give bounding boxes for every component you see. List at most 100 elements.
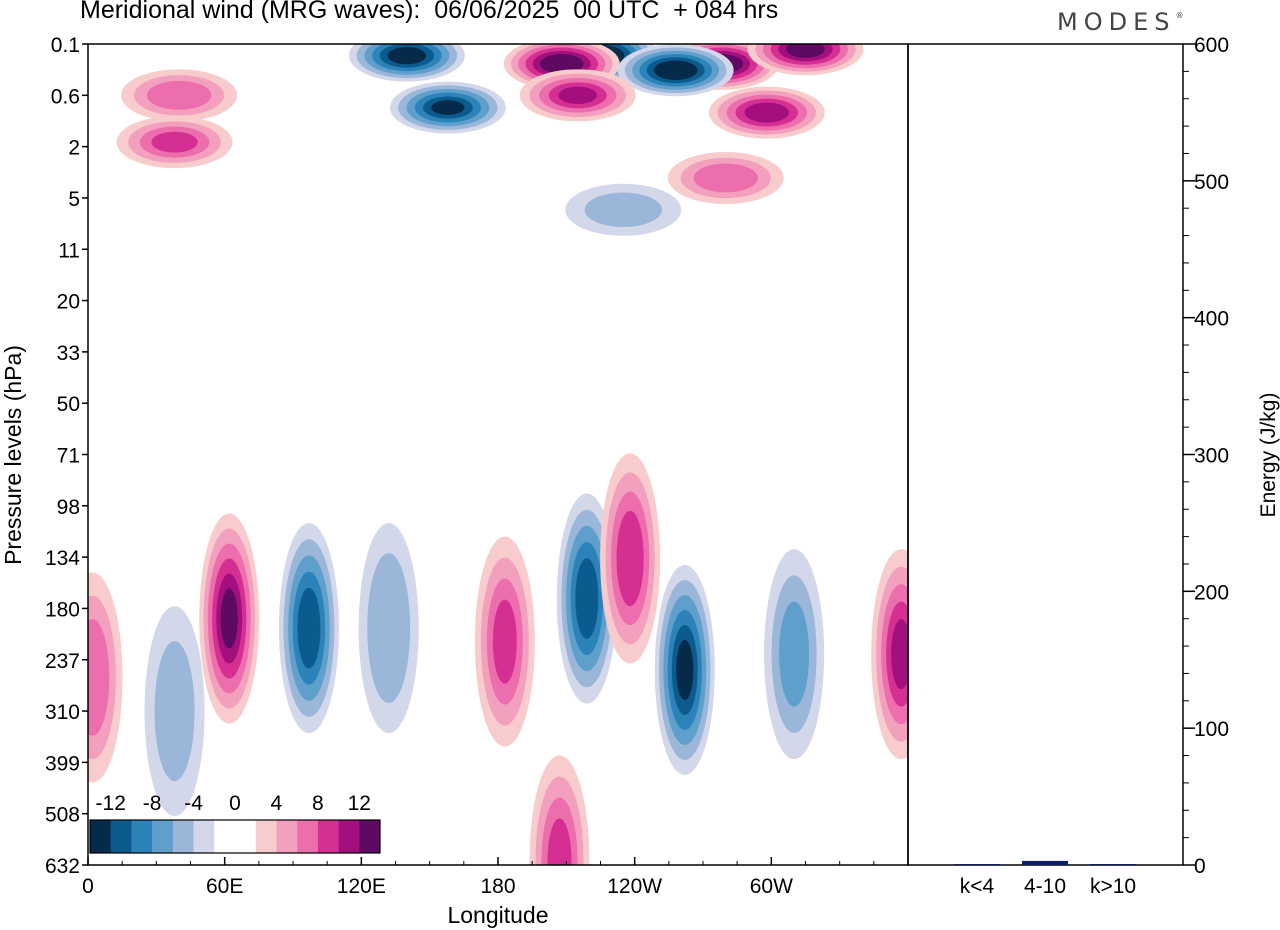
contour-band — [584, 192, 662, 228]
contour-band — [558, 86, 598, 105]
contour-band — [151, 131, 198, 153]
contour-band — [492, 599, 517, 684]
contour-feature — [116, 116, 233, 169]
x-tick-label: 120W — [607, 875, 662, 898]
contour-band — [786, 44, 825, 58]
energy-category-label: k>10 — [1090, 875, 1136, 898]
y-tick-label: 50 — [57, 393, 80, 416]
y-tick-label: 2 — [68, 137, 80, 160]
x-tick-label: 180 — [480, 875, 515, 898]
contour-feature — [389, 81, 506, 134]
contour-feature — [747, 44, 864, 76]
colorbar-swatch — [110, 820, 132, 853]
y-tick-label: 0.1 — [51, 34, 80, 57]
colorbar-label: -12 — [96, 792, 126, 815]
contour-band — [744, 102, 790, 123]
colorbar-swatch — [214, 820, 236, 853]
contour-feature — [556, 493, 617, 704]
y-tick-label: 98 — [57, 496, 80, 519]
chart-title: Meridional wind (MRG waves): 06/06/2025 … — [80, 0, 779, 24]
y-tick-label: 0.6 — [51, 85, 80, 108]
y-tick-label: 399 — [45, 752, 80, 775]
colorbar-swatch — [317, 820, 339, 853]
y-axis-label: Pressure levels (hPa) — [0, 345, 26, 565]
contour-feature — [654, 564, 715, 775]
y-tick-label: 33 — [57, 342, 80, 365]
colorbar-swatch — [152, 820, 174, 853]
y-tick-label: 71 — [57, 445, 80, 468]
contour-feature — [617, 44, 734, 97]
y-tick-label: 20 — [57, 291, 80, 314]
energy-bar — [1090, 864, 1136, 865]
colorbar-label: -4 — [184, 792, 203, 815]
contour-band — [431, 100, 465, 115]
x-axis: 0 60E 120E 180 120W 60W — [82, 857, 875, 898]
energy-category-label: 4-10 — [1024, 875, 1066, 898]
y-tick-label: 180 — [45, 598, 80, 621]
contour-field — [88, 44, 908, 865]
y-tick-label: 310 — [45, 701, 80, 724]
colorbar: -12 -8 -4 0 4 8 12 — [89, 792, 381, 854]
colorbar-swatch — [193, 820, 215, 853]
contour-feature — [121, 69, 238, 122]
contour-band — [146, 80, 212, 110]
x-tick-label: 60W — [750, 875, 793, 898]
energy-axis-label: Energy (J/kg) — [1257, 393, 1280, 518]
contour-band — [575, 558, 599, 639]
colorbar-swatch — [255, 820, 277, 853]
contour-feature — [871, 549, 908, 760]
contour-feature — [764, 549, 825, 760]
contour-feature — [519, 69, 636, 122]
contour-feature — [474, 536, 535, 747]
contour-band — [891, 619, 908, 690]
y-tick-label: 508 — [45, 804, 80, 827]
x-tick-label: 0 — [82, 875, 94, 898]
contour-feature — [88, 572, 123, 783]
contour-feature — [358, 523, 419, 734]
contour-band — [88, 619, 110, 736]
y-tick-label: 11 — [58, 239, 80, 262]
colorbar-frame — [89, 819, 381, 854]
contour-band — [676, 639, 694, 700]
contour-feature — [529, 755, 590, 865]
energy-tick-label: 300 — [1194, 445, 1229, 468]
contour-feature — [708, 86, 825, 139]
y-tick-label: 632 — [45, 855, 80, 878]
colorbar-swatch — [235, 820, 257, 853]
registered-mark-icon: ® — [1175, 11, 1184, 20]
energy-tick-label: 500 — [1194, 171, 1229, 194]
energy-tick-label: 100 — [1194, 718, 1229, 741]
energy-tick-label: 200 — [1194, 581, 1229, 604]
contour-band — [661, 63, 691, 77]
logo-text: MODES — [1057, 8, 1176, 36]
colorbar-swatch — [359, 820, 381, 853]
colorbar-label: 12 — [348, 792, 371, 815]
contour-band — [779, 601, 810, 707]
contour-band — [547, 57, 577, 71]
y-tick-label: 5 — [68, 188, 80, 211]
energy-category-label: k<4 — [960, 875, 995, 898]
y-tick-label: 134 — [45, 547, 80, 570]
contour-feature — [278, 523, 339, 734]
x-axis-label: Longitude — [447, 902, 548, 928]
colorbar-label: 4 — [271, 792, 283, 815]
y-tick-label: 237 — [45, 650, 80, 673]
contour-feature — [600, 453, 661, 664]
contour-band — [616, 510, 644, 607]
energy-bar — [1022, 860, 1068, 865]
colorbar-label: 0 — [229, 792, 241, 815]
colorbar-swatch — [338, 820, 360, 853]
x-tick-label: 120E — [337, 875, 386, 898]
x-tick-label: 60E — [206, 875, 243, 898]
modes-logo: MODES® — [1057, 8, 1183, 36]
contour-feature — [199, 513, 260, 724]
colorbar-swatch — [297, 820, 319, 853]
contour-band — [297, 587, 321, 669]
contour-band — [387, 46, 427, 65]
contour-feature — [565, 183, 682, 236]
y-axis: 0.1 0.6 2 5 11 20 33 50 71 98 134 180 237 310 399 508 63… — [45, 34, 88, 878]
colorbar-swatch — [172, 820, 194, 853]
energy-tick-label: 600 — [1194, 34, 1229, 57]
colorbar-swatch — [90, 820, 112, 853]
